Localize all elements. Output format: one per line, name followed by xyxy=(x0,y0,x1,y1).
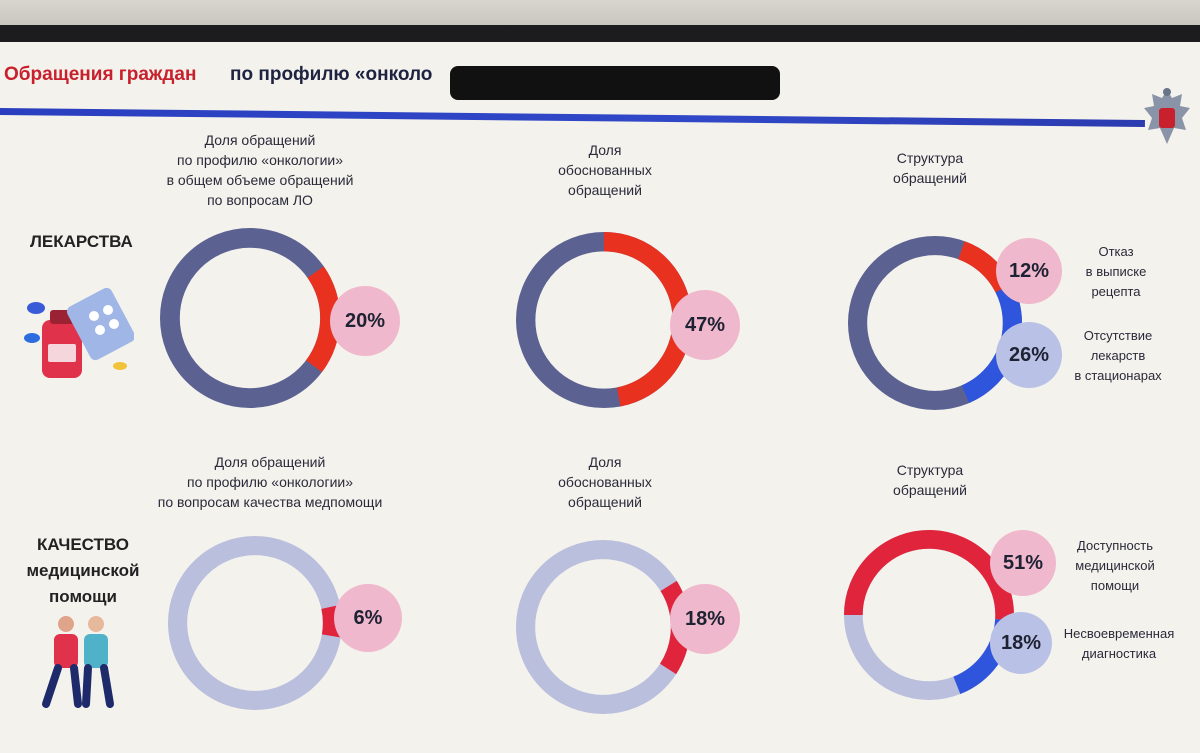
caption-line: в общем объеме обращений xyxy=(166,172,354,188)
redaction-block xyxy=(450,66,780,100)
donut-track xyxy=(167,535,343,711)
side-label-line: диагностика xyxy=(1081,646,1157,661)
label-late-diagnosis: Несвоевременная диагностика xyxy=(1050,624,1188,664)
donut-chart-quality-structure xyxy=(843,529,1015,701)
caption-line: Доля обращений xyxy=(214,454,326,470)
side-label-line: в стационарах xyxy=(1074,368,1162,383)
monitor-bezel xyxy=(0,0,1200,42)
section-quality-line: медицинской xyxy=(26,561,140,580)
caption-structure-1: Структура обращений xyxy=(850,148,1010,188)
caption-line: по профилю «онкологии» xyxy=(176,152,344,168)
label-access: Доступность медицинской помощи xyxy=(1058,536,1172,596)
side-label-line: рецепта xyxy=(1091,284,1141,299)
pct-label: 20% xyxy=(330,286,400,356)
donut-track xyxy=(160,228,340,408)
side-label-line: Отказ xyxy=(1098,244,1134,259)
donut-slice xyxy=(844,530,1014,621)
caption-line: по вопросам качества медпомощи xyxy=(157,494,383,510)
label-refusal: Отказ в выписке рецепта xyxy=(1066,242,1166,302)
caption-line: обоснованных xyxy=(558,474,652,490)
caption-line: Структура xyxy=(896,150,964,166)
donut-chart-quality-justified xyxy=(515,539,691,715)
caption-line: по вопросам ЛО xyxy=(207,192,313,208)
section-drugs-label: ЛЕКАРСТВА xyxy=(30,232,133,251)
section-quality-label: КАЧЕСТВО медицинской помощи xyxy=(8,532,158,610)
donut-chart-drugs-share xyxy=(160,228,340,408)
caption-line: обращений xyxy=(568,494,642,510)
slide-title-red: Обращения граждан xyxy=(4,64,197,85)
caption-share-quality: Доля обращений по профилю «онкологии» по… xyxy=(130,452,410,512)
label-absence: Отсутствие лекарств в стационарах xyxy=(1060,326,1176,386)
pct-label: 51% xyxy=(990,530,1056,596)
side-label-line: Несвоевременная xyxy=(1063,626,1175,641)
pct-label: 12% xyxy=(996,238,1062,304)
caption-share-drugs: Доля обращений по профилю «онкологии» в … xyxy=(130,130,390,210)
section-quality-line: КАЧЕСТВО xyxy=(37,535,129,554)
donut-track xyxy=(515,539,691,715)
side-label-line: Отсутствие xyxy=(1083,328,1153,343)
section-quality-line: помощи xyxy=(49,587,117,606)
pct-label: 18% xyxy=(670,584,740,654)
side-label-line: лекарств xyxy=(1090,348,1146,363)
caption-justified-2: Доля обоснованных обращений xyxy=(520,452,690,512)
side-label-line: помощи xyxy=(1090,578,1140,593)
caption-line: обращений xyxy=(893,170,967,186)
caption-line: обращений xyxy=(893,482,967,498)
caption-line: Доля обращений xyxy=(204,132,316,148)
pills-illustration xyxy=(24,287,134,378)
pct-label: 47% xyxy=(670,290,740,360)
pct-label: 26% xyxy=(996,322,1062,388)
side-label-line: медицинской xyxy=(1075,558,1155,573)
caption-structure-2: Структура обращений xyxy=(850,460,1010,500)
donut-chart-drugs-justified xyxy=(516,232,692,408)
caption-line: обоснованных xyxy=(558,162,652,178)
pct-label: 18% xyxy=(990,612,1052,674)
side-label-line: в выписке xyxy=(1085,264,1147,279)
caption-line: Доля xyxy=(588,142,622,158)
coat-of-arms-icon xyxy=(1144,88,1190,144)
donut-slice xyxy=(305,266,340,373)
people-illustration xyxy=(42,616,114,708)
donut-slice xyxy=(321,604,342,638)
caption-line: по профилю «онкологии» xyxy=(186,474,354,490)
donut-chart-quality-share xyxy=(167,535,343,711)
caption-line: Доля xyxy=(588,454,622,470)
caption-line: обращений xyxy=(568,182,642,198)
caption-justified-1: Доля обоснованных обращений xyxy=(520,140,690,200)
caption-line: Структура xyxy=(896,462,964,478)
slide-title-dark: по профилю «онколо xyxy=(230,64,433,85)
donut-chart-drugs-structure xyxy=(847,235,1023,411)
pct-label: 6% xyxy=(334,584,402,652)
side-label-line: Доступность xyxy=(1077,538,1153,553)
